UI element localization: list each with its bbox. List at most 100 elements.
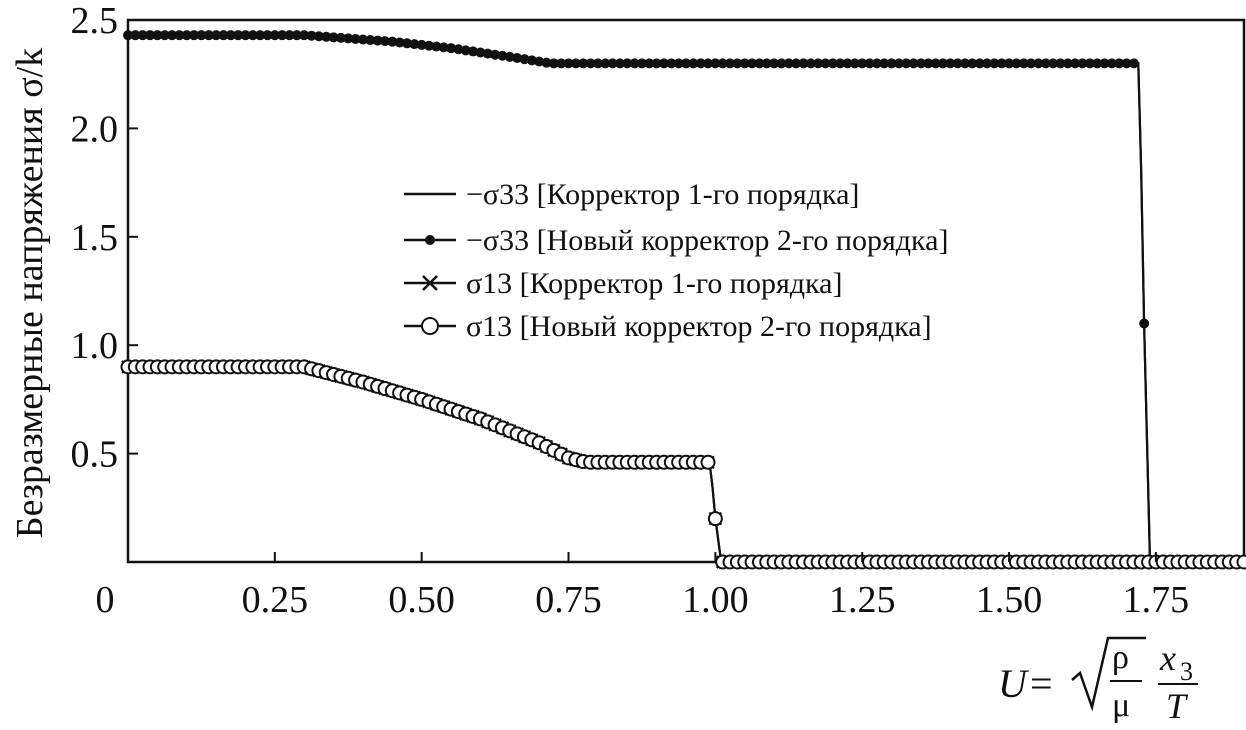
data-point: [350, 33, 361, 44]
data-point: [453, 44, 464, 55]
data-point: [357, 34, 368, 45]
svg-text:U: U: [998, 661, 1030, 706]
data-point: [321, 31, 332, 42]
data-point: [372, 35, 383, 46]
data-point: [695, 58, 706, 69]
data-point: [707, 511, 723, 527]
data-point: [967, 58, 978, 69]
legend-label: σ13 [Новый корректор 2-го порядка]: [466, 310, 932, 343]
x-tick-label: 1.25: [829, 579, 896, 621]
data-point: [1026, 58, 1037, 69]
data-point: [1139, 318, 1150, 329]
data-point: [306, 30, 317, 41]
data-point: [1114, 58, 1125, 69]
data-point: [747, 58, 758, 69]
data-point: [886, 58, 897, 69]
data-point: [937, 58, 948, 69]
data-point: [247, 30, 258, 41]
data-point: [1018, 58, 1029, 69]
data-point: [1236, 554, 1246, 570]
data-point: [629, 58, 640, 69]
data-point: [277, 30, 288, 41]
data-point: [181, 30, 192, 41]
x-tick-label: 1.50: [976, 579, 1043, 621]
data-point: [1077, 58, 1088, 69]
data-point: [607, 58, 618, 69]
x-tick-label: 1.00: [682, 579, 749, 621]
svg-text:x: x: [1159, 638, 1176, 678]
data-point: [982, 58, 993, 69]
data-point: [431, 41, 442, 52]
data-point: [255, 30, 266, 41]
data-point: [820, 58, 831, 69]
data-point: [299, 30, 310, 41]
data-point: [1128, 58, 1139, 69]
legend-label: σ13 [Корректор 1-го порядка]: [466, 267, 842, 300]
data-point: [827, 58, 838, 69]
data-point: [123, 30, 133, 41]
series-layer: [120, 30, 1246, 570]
data-point: [592, 58, 603, 69]
data-point: [945, 58, 956, 69]
data-point: [989, 58, 1000, 69]
data-point: [291, 30, 302, 41]
data-point: [791, 58, 802, 69]
data-point: [710, 58, 721, 69]
data-point: [761, 58, 772, 69]
y-tick-label: 2.5: [71, 0, 119, 42]
data-point: [783, 58, 794, 69]
y-tick-label: 1.5: [71, 217, 119, 259]
svg-text:ρ: ρ: [1112, 639, 1129, 676]
svg-text:μ: μ: [1112, 687, 1130, 724]
data-point: [174, 30, 185, 41]
data-point: [482, 48, 493, 59]
data-point: [446, 43, 457, 54]
plot-frame: [126, 18, 1246, 564]
data-point: [636, 58, 647, 69]
data-point: [1092, 58, 1103, 69]
data-point: [570, 58, 581, 69]
data-point: [402, 38, 412, 49]
data-point: [1004, 58, 1015, 69]
data-point: [717, 58, 728, 69]
data-point: [614, 58, 625, 69]
data-point: [541, 57, 552, 68]
data-point: [475, 47, 486, 58]
legend-label: −σ33 [Новый корректор 2-го порядка]: [466, 224, 948, 257]
data-point: [1121, 58, 1132, 69]
data-point: [835, 58, 846, 69]
data-point: [849, 58, 860, 69]
data-point: [681, 58, 691, 69]
data-point: [578, 58, 589, 69]
data-point: [688, 58, 699, 69]
y-tick-label: 2.0: [71, 108, 119, 150]
data-point: [556, 58, 567, 69]
y-tick-label: 0.5: [71, 434, 119, 476]
data-point: [497, 50, 508, 61]
x-tick-label: 0.75: [535, 579, 602, 621]
data-point: [387, 36, 398, 47]
data-point: [915, 58, 926, 69]
data-point: [1099, 58, 1110, 69]
data-point: [284, 30, 295, 41]
data-point: [438, 42, 449, 53]
data-point: [776, 58, 787, 69]
data-point: [211, 30, 222, 41]
data-point: [930, 58, 941, 69]
data-point: [218, 30, 229, 41]
data-point: [813, 58, 824, 69]
data-point: [519, 54, 530, 65]
legend: −σ33 [Корректор 1-го порядка] −σ33 [Новый…: [404, 178, 948, 343]
legend-marker: [422, 275, 438, 291]
x-axis-label: U = ρ μ x 3 T: [998, 636, 1198, 726]
data-point: [145, 30, 156, 41]
data-point: [196, 30, 207, 41]
data-point: [864, 58, 875, 69]
data-point: [460, 45, 471, 56]
x-tick-label: 0.25: [242, 579, 309, 621]
data-point: [700, 454, 716, 470]
data-point: [130, 30, 141, 41]
data-point: [1055, 58, 1066, 69]
data-point: [1040, 58, 1051, 69]
